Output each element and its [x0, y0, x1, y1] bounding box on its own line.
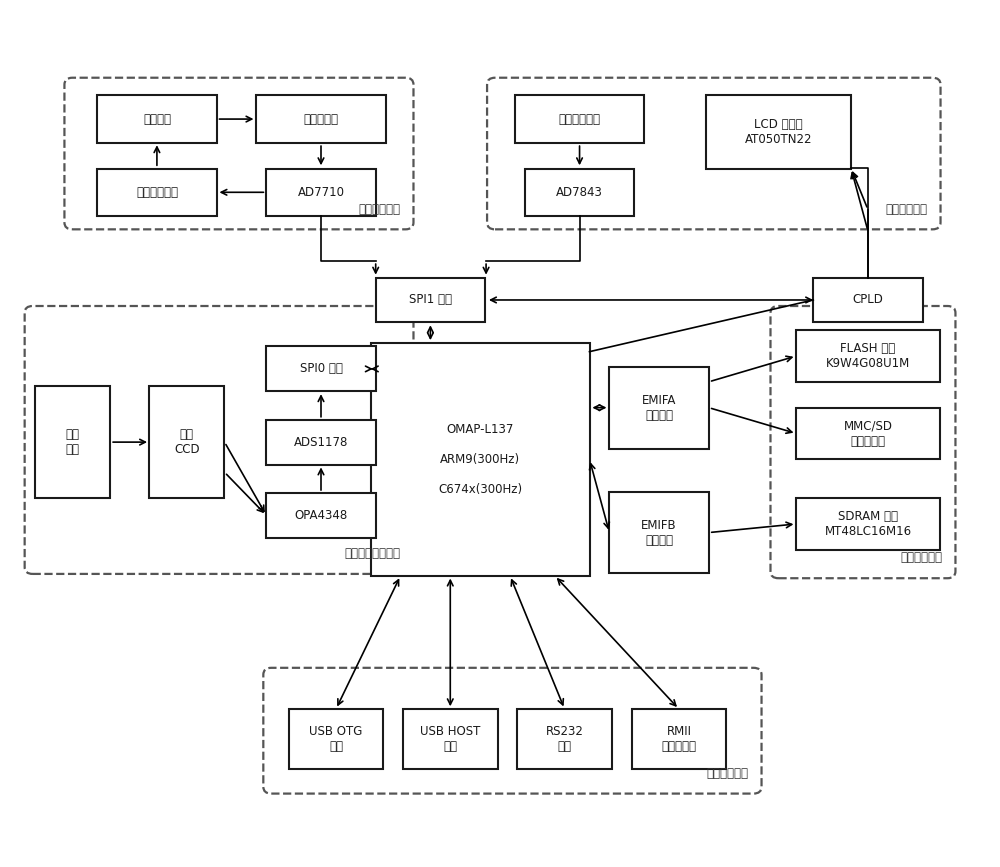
Text: 人机交互模块: 人机交互模块	[886, 203, 928, 216]
Bar	[149, 386, 224, 499]
Bar	[289, 709, 383, 770]
Text: EMIFA
存储空间: EMIFA 存储空间	[642, 394, 676, 421]
Bar	[35, 386, 110, 499]
Text: SPI0 接口: SPI0 接口	[300, 362, 342, 375]
Text: LCD 显示屏
AT050TN22: LCD 显示屏 AT050TN22	[745, 118, 812, 146]
Bar	[796, 499, 940, 550]
Text: AD7710: AD7710	[298, 186, 344, 199]
Text: SPI1 接口: SPI1 接口	[409, 293, 452, 306]
Text: 温控输出电路: 温控输出电路	[136, 186, 178, 199]
Bar	[517, 709, 612, 770]
Text: CPLD: CPLD	[853, 293, 883, 306]
Text: MMC/SD
内存卡接口: MMC/SD 内存卡接口	[843, 420, 892, 447]
Bar	[813, 277, 923, 323]
Text: RS232
串口: RS232 串口	[546, 726, 584, 753]
Bar	[632, 709, 726, 770]
Text: ADS1178: ADS1178	[294, 435, 348, 448]
Bar	[515, 95, 644, 143]
Bar	[796, 330, 940, 381]
Text: 触摸屏控制器: 触摸屏控制器	[559, 113, 601, 126]
Text: SDRAM 扩展
MT48LC16M16: SDRAM 扩展 MT48LC16M16	[824, 510, 912, 538]
Text: OMAP-L137

ARM9(300Hz)

C674x(300Hz): OMAP-L137 ARM9(300Hz) C674x(300Hz)	[438, 423, 522, 496]
Bar	[525, 168, 634, 216]
Text: RMII
以太网接口: RMII 以太网接口	[662, 726, 697, 753]
Text: EMIFB
存储空间: EMIFB 存储空间	[641, 518, 677, 546]
Text: 温度传感器: 温度传感器	[304, 113, 338, 126]
Bar	[371, 343, 590, 576]
Text: 功能扩展模块: 功能扩展模块	[707, 766, 749, 779]
Text: 光学
系统: 光学 系统	[65, 428, 79, 456]
Text: AD7843: AD7843	[556, 186, 603, 199]
Bar	[706, 95, 851, 168]
Bar	[403, 709, 498, 770]
Text: 线阵
CCD: 线阵 CCD	[174, 428, 200, 456]
Bar	[376, 277, 485, 323]
Text: 电热外壳: 电热外壳	[143, 113, 171, 126]
Bar	[609, 367, 709, 448]
Bar	[97, 168, 217, 216]
Bar	[97, 95, 217, 143]
Text: USB HOST
接口: USB HOST 接口	[420, 726, 480, 753]
Bar	[796, 407, 940, 460]
Text: 存储扩展模块: 存储扩展模块	[901, 551, 943, 564]
Bar	[609, 492, 709, 573]
Text: FLASH 扩展
K9W4G08U1M: FLASH 扩展 K9W4G08U1M	[826, 342, 910, 370]
Bar	[266, 168, 376, 216]
Bar	[266, 420, 376, 465]
Bar	[266, 493, 376, 538]
Text: OPA4348: OPA4348	[294, 509, 348, 522]
Bar	[256, 95, 386, 143]
Text: 温度控制模块: 温度控制模块	[359, 203, 401, 216]
Text: USB OTG
接口: USB OTG 接口	[309, 726, 363, 753]
Bar	[266, 347, 376, 391]
Text: 光谱数据采集模块: 光谱数据采集模块	[345, 547, 401, 560]
